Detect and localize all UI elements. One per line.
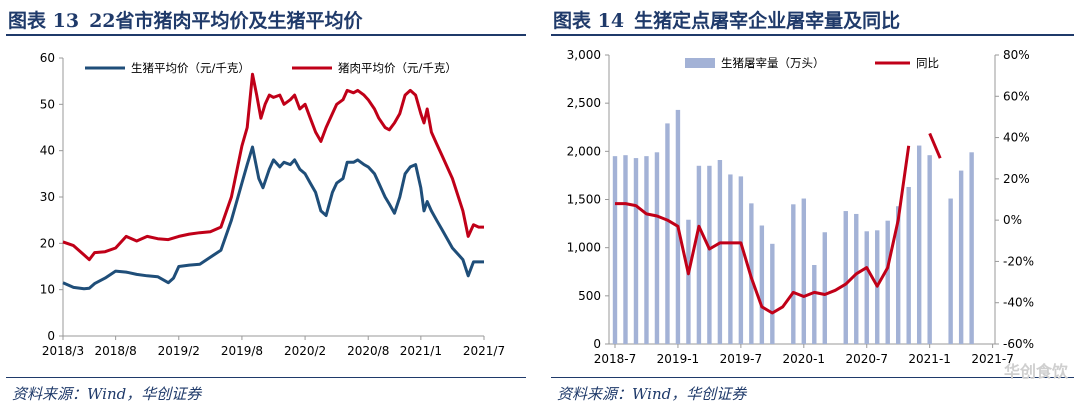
slaughter-combo-chart: 0 500 1,000 1,500 2,000 2,500 3,000 -60% -40% -20… xyxy=(567,48,1034,366)
bar xyxy=(906,186,911,344)
bar xyxy=(948,198,953,344)
y-tick-label: 10 xyxy=(40,283,55,297)
chart-panel-pork-price: 图表 13 22省市猪肉平均价及生猪平均价 0 10 20 30 40 50 60 2018/3… xyxy=(0,0,532,417)
bar xyxy=(885,220,890,344)
bar xyxy=(770,243,775,344)
bar xyxy=(717,160,723,344)
y2-tick-label: -60% xyxy=(1003,337,1034,351)
source-rule xyxy=(6,377,526,378)
bar xyxy=(728,174,733,344)
x-tick-label: 2021-7 xyxy=(971,352,1014,366)
y2-tick-label: 0% xyxy=(1003,213,1022,227)
bar xyxy=(864,231,869,344)
legend-label: 同比 xyxy=(916,56,939,70)
x-tick-label: 2018/3 xyxy=(42,344,84,358)
bar xyxy=(896,206,901,344)
chart-panel-slaughter: 图表 14 生猪定点屠宰企业屠宰量及同比 0 500 1,000 1,500 2,000 2… xyxy=(545,0,1080,417)
y-tick-label: 60 xyxy=(40,51,55,65)
bar xyxy=(843,211,848,344)
bar xyxy=(854,213,859,344)
title-rule xyxy=(551,34,1074,36)
y-tick-label: 1,000 xyxy=(567,241,601,255)
y2-tick-label: 40% xyxy=(1003,131,1030,145)
bar xyxy=(759,225,765,344)
x-tick-label: 2020-1 xyxy=(783,352,826,366)
bar xyxy=(665,123,670,344)
source-note: 资料来源：Wind，华创证券 xyxy=(557,385,747,403)
source-note: 资料来源：Wind，华创证券 xyxy=(12,385,202,403)
y-tick-label: 50 xyxy=(40,97,55,111)
bar xyxy=(916,145,922,344)
x-tick-label: 2021/7 xyxy=(463,344,505,358)
y2-tick-label: 60% xyxy=(1003,89,1030,103)
figure-title: 生猪定点屠宰企业屠宰量及同比 xyxy=(634,10,901,32)
y-tick-label: 0 xyxy=(47,329,55,343)
x-tick-label: 2019-7 xyxy=(720,352,763,366)
legend-label: 猪肉平均价（元/千克） xyxy=(338,61,457,75)
bar xyxy=(654,152,660,344)
x-tick-label: 2018-7 xyxy=(594,352,637,366)
bar xyxy=(686,219,691,344)
x-tick-label: 2020-7 xyxy=(845,352,888,366)
y2-tick-label: 80% xyxy=(1003,48,1030,62)
y-tick-label: 3,000 xyxy=(567,48,601,62)
x-tick-label: 2020/2 xyxy=(284,344,326,358)
bar xyxy=(801,198,807,344)
x-tick-label: 2021/1 xyxy=(400,344,442,358)
legend-swatch xyxy=(685,58,715,68)
y-tick-label: 500 xyxy=(578,289,601,303)
price-line-chart: 0 10 20 30 40 50 60 2018/3 2018/8 2019/2 2019/8 202… xyxy=(40,51,505,358)
y-tick-label: 1,500 xyxy=(567,193,601,207)
figure-number: 图表 14 xyxy=(553,10,625,32)
bar xyxy=(812,265,817,344)
y2-tick-label: 20% xyxy=(1003,172,1030,186)
bar xyxy=(633,158,639,344)
bar xyxy=(738,176,744,344)
y-tick-label: 40 xyxy=(40,144,55,158)
series-line-yoy xyxy=(615,132,942,315)
x-tick-label: 2020/8 xyxy=(347,344,389,358)
y-tick-label: 0 xyxy=(593,337,601,351)
bar xyxy=(612,156,618,344)
bar xyxy=(927,155,932,344)
x-tick-label: 2019/2 xyxy=(158,344,200,358)
title-rule xyxy=(6,34,526,36)
y-tick-label: 20 xyxy=(40,236,55,250)
bar xyxy=(969,152,974,344)
series-line-hog-price xyxy=(62,145,484,291)
y2-tick-label: -40% xyxy=(1003,296,1034,310)
figure-title: 22省市猪肉平均价及生猪平均价 xyxy=(89,10,363,32)
y-tick-label: 30 xyxy=(40,190,55,204)
source-rule xyxy=(551,377,1074,378)
bar xyxy=(623,155,628,344)
bar xyxy=(791,204,796,344)
chart-title: 图表 13 22省市猪肉平均价及生猪平均价 xyxy=(8,6,373,33)
bar xyxy=(958,170,964,344)
watermark: 华创食饮 xyxy=(1003,362,1068,381)
x-tick-label: 2019-1 xyxy=(657,352,700,366)
figure-number: 图表 13 xyxy=(8,10,80,32)
chart-title: 图表 14 生猪定点屠宰企业屠宰量及同比 xyxy=(553,6,910,33)
bar xyxy=(644,156,649,344)
legend-label: 生猪屠宰量（万头） xyxy=(721,56,825,70)
bar xyxy=(822,232,827,344)
x-tick-label: 2019/8 xyxy=(221,344,263,358)
legend-label: 生猪平均价（元/千克） xyxy=(131,61,250,75)
bar xyxy=(696,165,702,344)
x-tick-label: 2021-1 xyxy=(908,352,951,366)
y-tick-label: 2,000 xyxy=(567,144,601,158)
x-tick-label: 2018/8 xyxy=(95,344,137,358)
series-line-pork-price xyxy=(62,72,484,262)
y-tick-label: 2,500 xyxy=(567,96,601,110)
bar xyxy=(707,165,712,344)
y2-tick-label: -20% xyxy=(1003,254,1034,268)
